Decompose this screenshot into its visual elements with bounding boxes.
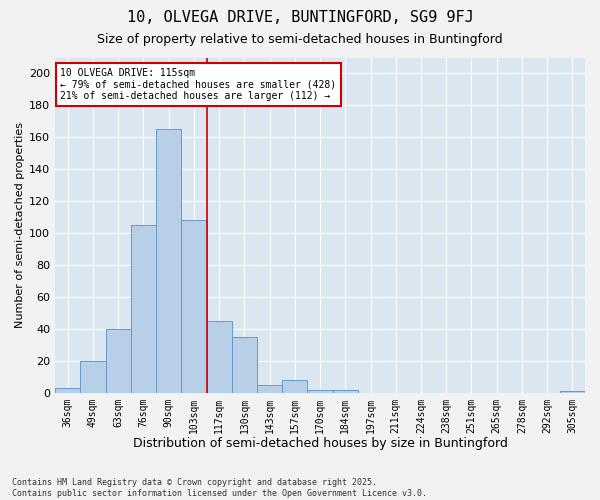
Bar (80, 361, 106, 392)
Bar (560, 391, 585, 392)
Bar (55, 388, 80, 392)
X-axis label: Distribution of semi-detached houses by size in Buntingford: Distribution of semi-detached houses by … (133, 437, 508, 450)
Bar (106, 329, 131, 392)
Bar (131, 225, 156, 392)
Bar (332, 390, 358, 392)
Bar (232, 337, 257, 392)
Text: 10 OLVEGA DRIVE: 115sqm
← 79% of semi-detached houses are smaller (428)
21% of s: 10 OLVEGA DRIVE: 115sqm ← 79% of semi-de… (61, 68, 337, 101)
Bar (181, 220, 206, 392)
Text: 10, OLVEGA DRIVE, BUNTINGFORD, SG9 9FJ: 10, OLVEGA DRIVE, BUNTINGFORD, SG9 9FJ (127, 10, 473, 25)
Bar (282, 380, 307, 392)
Text: Size of property relative to semi-detached houses in Buntingford: Size of property relative to semi-detach… (97, 32, 503, 46)
Bar (206, 321, 232, 392)
Bar (156, 130, 181, 392)
Bar (257, 384, 282, 392)
Text: Contains HM Land Registry data © Crown copyright and database right 2025.
Contai: Contains HM Land Registry data © Crown c… (12, 478, 427, 498)
Y-axis label: Number of semi-detached properties: Number of semi-detached properties (15, 122, 25, 328)
Bar (307, 390, 332, 392)
